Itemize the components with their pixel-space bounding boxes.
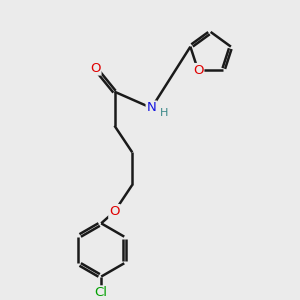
Text: N: N bbox=[147, 101, 156, 115]
Text: H: H bbox=[160, 108, 168, 118]
Text: O: O bbox=[90, 61, 101, 74]
Text: O: O bbox=[109, 205, 120, 218]
Text: Cl: Cl bbox=[95, 286, 108, 299]
Text: O: O bbox=[193, 64, 203, 77]
